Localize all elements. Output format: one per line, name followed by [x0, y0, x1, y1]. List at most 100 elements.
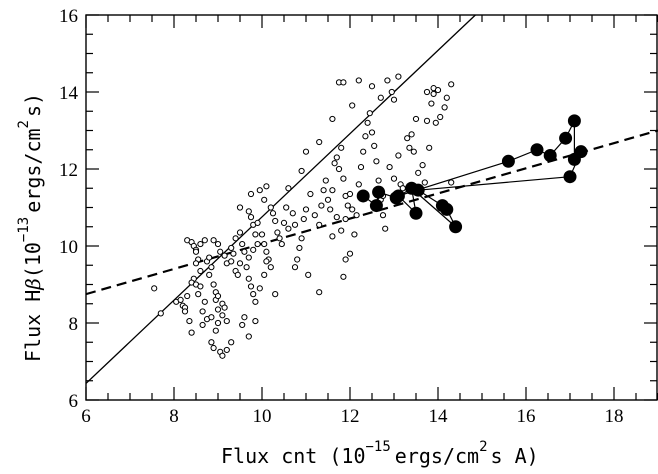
- y-axis-label: Flux Hβ(10−13ergs/cm2s): [16, 93, 45, 362]
- open-data-point: [371, 142, 378, 149]
- open-data-point: [208, 314, 215, 321]
- open-data-point: [377, 94, 384, 101]
- open-data-point: [362, 133, 369, 140]
- open-data-point: [291, 264, 299, 271]
- y-tick-label: 6: [69, 391, 79, 412]
- open-data-point: [364, 119, 371, 126]
- open-data-point: [256, 285, 263, 292]
- open-data-point: [206, 254, 213, 261]
- open-data-point: [201, 237, 208, 244]
- open-data-point: [250, 291, 257, 298]
- fit-lines: [85, 14, 658, 384]
- open-data-point: [408, 131, 415, 138]
- open-data-point: [302, 206, 310, 213]
- open-data-point: [355, 181, 362, 188]
- open-data-point: [316, 221, 323, 228]
- y-tick-label: 14: [59, 83, 79, 104]
- open-data-point: [184, 292, 191, 300]
- open-data-point: [296, 244, 303, 252]
- open-data-point: [390, 175, 398, 182]
- open-data-point: [236, 229, 244, 236]
- open-data-point: [285, 185, 292, 192]
- open-data-point: [300, 215, 307, 223]
- open-data-point: [228, 244, 235, 252]
- open-data-point: [366, 110, 373, 117]
- open-data-point: [415, 169, 422, 176]
- open-data-point: [421, 179, 428, 186]
- open-data-point: [234, 271, 241, 278]
- open-data-point: [419, 162, 426, 169]
- open-data-point: [228, 258, 235, 265]
- open-data-point: [181, 308, 189, 315]
- x-tick-label: 12: [341, 406, 360, 427]
- series-1: [151, 73, 455, 359]
- x-tick-label: 18: [605, 406, 624, 427]
- open-data-point: [263, 258, 270, 265]
- open-data-point: [267, 264, 274, 271]
- open-data-point: [239, 240, 246, 248]
- open-data-point: [342, 215, 349, 223]
- open-data-point: [437, 113, 444, 121]
- open-data-point: [232, 235, 239, 242]
- open-data-point: [335, 165, 343, 173]
- open-data-point: [219, 352, 226, 359]
- open-data-point: [379, 212, 387, 219]
- open-data-point: [390, 96, 398, 103]
- open-data-point: [199, 321, 206, 329]
- open-data-point: [360, 148, 367, 155]
- open-data-point: [219, 312, 226, 319]
- open-data-point: [263, 248, 270, 255]
- open-data-point: [157, 310, 164, 317]
- series-2: [356, 114, 588, 234]
- open-data-point: [351, 231, 358, 238]
- open-data-point: [214, 240, 222, 248]
- open-data-point: [443, 94, 450, 101]
- open-data-point: [311, 212, 318, 219]
- open-data-point: [201, 298, 208, 305]
- filled-data-point: [391, 189, 405, 203]
- filled-data-point: [567, 114, 581, 128]
- open-data-point: [254, 219, 261, 226]
- open-data-point: [307, 190, 314, 198]
- open-data-point: [329, 233, 336, 240]
- open-data-point: [228, 339, 235, 346]
- open-data-point: [344, 202, 351, 209]
- open-data-point: [208, 339, 215, 346]
- open-data-point: [256, 187, 263, 194]
- open-data-point: [305, 271, 312, 278]
- tick-labels: 6 8 10 12 14 16 18 6 8 10 12 14 16: [59, 6, 624, 427]
- open-data-point: [324, 196, 332, 203]
- y-tick-label: 16: [59, 6, 78, 27]
- open-data-point: [236, 260, 244, 267]
- filled-data-point: [559, 131, 573, 145]
- open-data-point: [410, 148, 417, 155]
- open-data-point: [245, 333, 252, 340]
- open-data-point: [272, 217, 279, 225]
- open-data-point: [221, 252, 228, 259]
- open-data-point: [210, 344, 217, 352]
- filled-data-point: [449, 220, 463, 234]
- open-data-point: [382, 225, 389, 232]
- open-data-point: [375, 177, 382, 184]
- open-data-point: [426, 144, 433, 151]
- filled-data-point: [574, 145, 588, 159]
- open-data-point: [217, 248, 224, 255]
- open-data-point: [357, 163, 365, 171]
- x-axis-label: Flux cnt (10−15 ergs/cm2 s A): [221, 439, 539, 468]
- open-data-point: [252, 231, 259, 238]
- open-data-point: [245, 208, 252, 215]
- solid-fit-line: [85, 14, 476, 384]
- series-connector: [362, 120, 582, 228]
- filled-data-point: [369, 199, 383, 213]
- open-data-point: [223, 317, 230, 325]
- open-data-point: [221, 304, 228, 311]
- open-data-point: [250, 246, 257, 253]
- open-data-point: [192, 248, 200, 255]
- open-data-point: [432, 119, 439, 126]
- open-data-point: [434, 86, 442, 94]
- filled-data-point: [501, 154, 515, 168]
- open-data-point: [280, 219, 288, 226]
- open-data-point: [340, 175, 347, 182]
- open-data-point: [430, 90, 437, 98]
- open-data-point: [245, 275, 252, 282]
